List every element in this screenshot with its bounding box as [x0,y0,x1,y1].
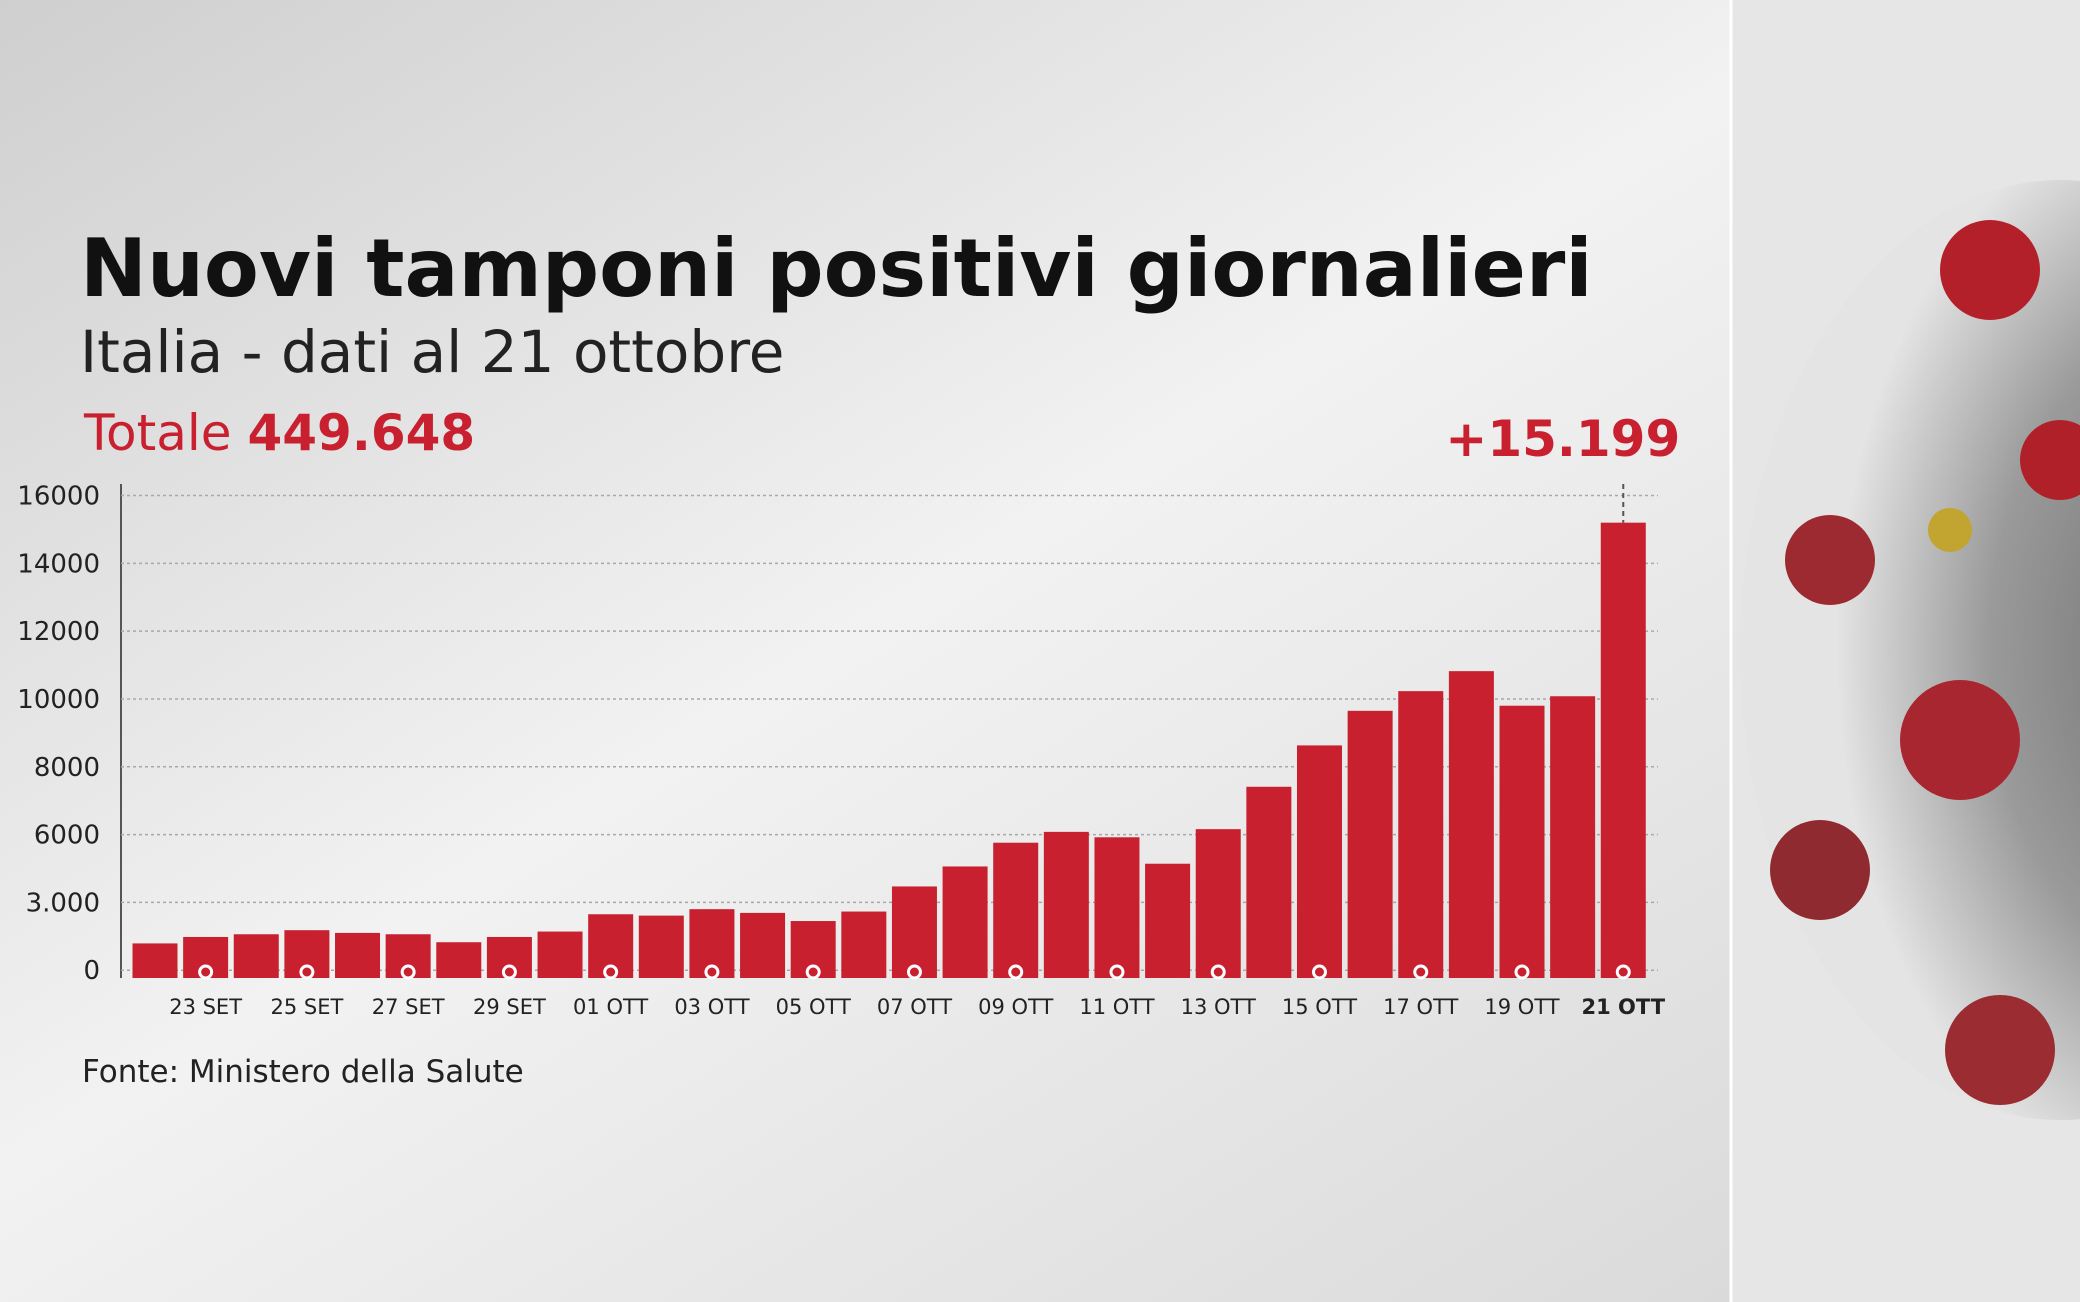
bar [183,936,229,978]
x-tick-label: 19 OTT [1484,995,1559,1019]
x-tick-label: 27 SET [372,995,445,1019]
bar [1600,522,1646,978]
date-marker [1615,964,1631,980]
x-tick-label: 21 OTT [1582,995,1666,1019]
date-marker [906,964,922,980]
bar [284,930,330,978]
bar [233,934,279,978]
virus-panel [1729,0,2080,1302]
x-tick-label: 17 OTT [1383,995,1458,1019]
x-tick-label: 13 OTT [1181,995,1256,1019]
bar [1145,863,1191,978]
bar [1550,696,1596,978]
total-value: 449.648 [247,404,475,462]
date-marker [1109,964,1125,980]
x-tick-label: 07 OTT [877,995,952,1019]
bar [1043,831,1089,978]
bar [1347,710,1393,978]
y-tick-label: 12000 [17,617,100,647]
bar [588,914,634,978]
date-marker [805,964,821,980]
date-marker [198,964,214,980]
x-tick-label: 15 OTT [1282,995,1357,1019]
x-tick-label: 11 OTT [1079,995,1154,1019]
x-tick-label: 05 OTT [776,995,851,1019]
y-tick-label: 8000 [34,753,100,783]
bar [891,886,937,978]
x-tick-label: 03 OTT [674,995,749,1019]
date-marker [400,964,416,980]
bar [1094,837,1140,978]
x-tick-label: 01 OTT [573,995,648,1019]
bar [790,921,836,978]
bar [942,866,988,978]
total-line: Totale 449.648 [83,404,475,462]
bar [1398,691,1444,978]
bar [132,943,178,978]
bar [740,912,786,978]
bar [1246,786,1292,978]
x-tick-label: 09 OTT [978,995,1053,1019]
date-marker [299,964,315,980]
bar [1448,671,1494,978]
date-marker [1413,964,1429,980]
date-marker [1514,964,1530,980]
y-tick-label: 0 [83,956,100,986]
bar [689,909,735,978]
date-marker [704,964,720,980]
value-label: +15.199 [1445,410,1680,468]
chart-title: Nuovi tamponi positivi giornalieri [80,222,1593,315]
chart-subtitle: Italia - dati al 21 ottobre [80,318,784,386]
y-tick-label: 16000 [17,482,100,512]
source: Fonte: Ministero della Salute [82,1054,524,1090]
date-marker [501,964,517,980]
y-tick-label: 10000 [17,685,100,715]
date-marker [1311,964,1327,980]
date-marker [603,964,619,980]
y-tick-label: 3.000 [26,888,100,918]
bar [993,842,1039,978]
date-marker [1210,964,1226,980]
date-marker [1008,964,1024,980]
bar [335,932,381,978]
x-tick-label: 25 SET [270,995,343,1019]
bar [537,931,583,978]
bar [1499,705,1545,978]
bar [1296,745,1342,978]
bar [1195,829,1241,978]
y-tick-label: 14000 [17,549,100,579]
bar [841,911,887,978]
bar [385,934,431,978]
bar [436,942,482,978]
x-tick-label: 29 SET [473,995,546,1019]
y-tick-label: 6000 [34,821,100,851]
bar [638,915,684,978]
total-label: Totale [83,404,232,462]
bar [486,936,532,978]
x-tick-label: 23 SET [169,995,242,1019]
